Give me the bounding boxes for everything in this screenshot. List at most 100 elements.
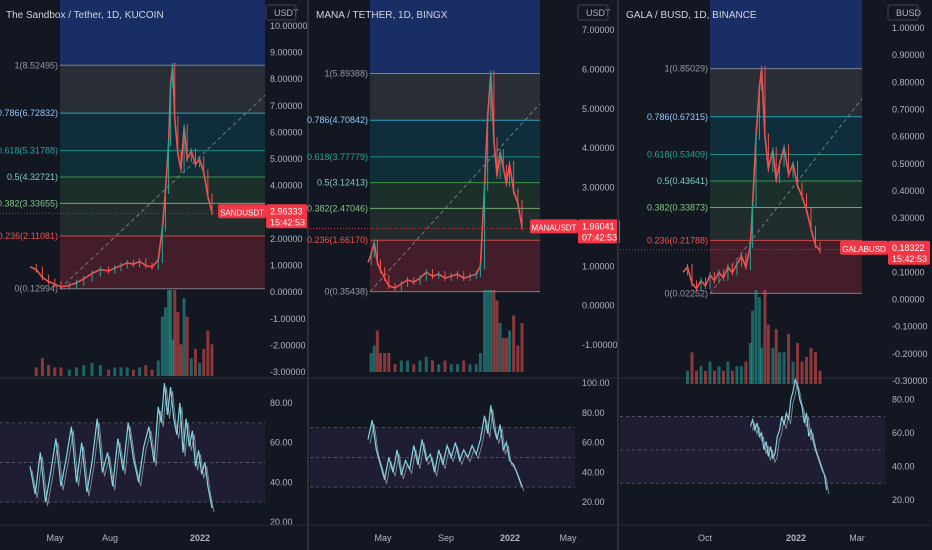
volume-bar xyxy=(113,367,117,376)
fib-zone-4 xyxy=(710,181,862,208)
volume-bar xyxy=(455,364,459,372)
volume-bar xyxy=(486,290,490,372)
price-tick-label: 1.00000 xyxy=(270,261,303,271)
volume-bar xyxy=(703,370,707,384)
fib-zone-3 xyxy=(60,150,265,177)
rsi-tick-label: 80.00 xyxy=(892,395,915,405)
price-tick-label: 7.00000 xyxy=(582,25,615,35)
volume-bar xyxy=(387,353,391,372)
volume-bar xyxy=(512,315,516,372)
volume-bar xyxy=(690,352,694,384)
fib-level-label: 0(0.12994) xyxy=(14,284,58,294)
volume-bar xyxy=(744,361,748,384)
fib-zone-6 xyxy=(370,240,540,292)
price-tick-label: 4.00000 xyxy=(582,143,615,153)
fib-zone-5 xyxy=(710,207,862,241)
volume-bar xyxy=(726,361,730,384)
fib-level-label: 0.382(2.47046) xyxy=(307,203,368,213)
fib-level-label: 0.618(0.53409) xyxy=(647,150,708,160)
volume-bar xyxy=(424,356,428,372)
volume-bar xyxy=(125,367,129,376)
chart-title: MANA / TETHER, 1D, BINGX xyxy=(316,10,448,21)
volume-bar xyxy=(383,353,387,372)
volume-bar xyxy=(75,367,79,376)
volume-bar xyxy=(82,365,86,376)
volume-bar xyxy=(805,356,809,384)
price-tick-label: 6.00000 xyxy=(270,127,303,137)
symbol-badge xyxy=(218,204,266,219)
volume-bar xyxy=(520,323,524,372)
volume-bar xyxy=(173,290,177,376)
rsi-tick-label: 20.00 xyxy=(582,497,605,507)
volume-bar xyxy=(169,290,173,376)
fib-zone-top xyxy=(710,0,862,69)
rsi-tick-label: 20.00 xyxy=(892,495,915,505)
time-tick-label: 2022 xyxy=(190,533,210,543)
volume-bar xyxy=(754,290,758,384)
price-tick-label: 0.50000 xyxy=(892,159,925,169)
volume-bar xyxy=(202,348,206,376)
rsi-tick-label: 40.00 xyxy=(270,477,293,487)
fib-zone-top xyxy=(370,0,540,74)
rsi-tick-label: 20.00 xyxy=(270,517,293,527)
chart-panel-2: 1(5.89388) 0.786(4.70842) 0.618(3.77779) 0.… xyxy=(307,0,620,550)
time-tick-label: Mar xyxy=(849,533,865,543)
rsi-tick-label: 60.00 xyxy=(270,438,293,448)
currency-label: USDT xyxy=(586,8,611,18)
chart-title: GALA / BUSD, 1D, BINANCE xyxy=(626,10,757,21)
chart-panel-3: 1(0.85029) 0.786(0.67315) 0.618(0.53409) 0.… xyxy=(617,0,930,550)
last-price-badge xyxy=(266,204,308,229)
rsi-ma-series xyxy=(751,381,830,495)
volume-bar xyxy=(760,347,764,384)
volume-bar xyxy=(712,370,716,384)
price-tick-label: 6.00000 xyxy=(582,64,615,74)
volume-bar xyxy=(185,316,189,376)
currency-label: USDT xyxy=(274,8,299,18)
price-tick-label: 0.00000 xyxy=(270,287,303,297)
volume-bar xyxy=(163,307,167,376)
time-tick-label: Oct xyxy=(698,533,713,543)
volume-bar xyxy=(495,300,499,372)
volume-bar xyxy=(771,347,775,384)
fib-level-label: 0.618(3.77779) xyxy=(307,152,368,162)
volume-bar xyxy=(516,345,520,372)
volume-bar xyxy=(498,323,502,372)
rsi-tick-label: 80.00 xyxy=(582,408,605,418)
price-series xyxy=(29,65,213,288)
price-tick-label: -3.00000 xyxy=(270,367,306,377)
price-tick-label: -0.20000 xyxy=(892,349,928,359)
volume-bar xyxy=(778,352,782,384)
price-tick-label: 0.00000 xyxy=(582,301,615,311)
rsi-tick-label: 60.00 xyxy=(582,438,605,448)
price-tick-label: -0.30000 xyxy=(892,376,928,386)
chart-title: The Sandbox / Tether, 1D, KUCOIN xyxy=(6,10,164,21)
last-price-value: 0.18322 xyxy=(892,243,925,253)
fib-level-label: 1(5.89388) xyxy=(324,69,368,79)
price-series xyxy=(367,73,523,289)
countdown-value: 15:42:53 xyxy=(892,254,927,264)
volume-bar xyxy=(796,343,800,384)
time-tick-label: May xyxy=(559,533,577,543)
volume-bar xyxy=(735,366,739,384)
rsi-series xyxy=(29,382,213,509)
volume-bar xyxy=(717,366,721,384)
price-tick-label: 8.00000 xyxy=(270,74,303,84)
fib-level-label: 0.618(5.31788) xyxy=(0,146,58,156)
fib-level-label: 1(8.52495) xyxy=(14,60,58,70)
price-tick-label: 0.40000 xyxy=(892,186,925,196)
time-tick-label: 2022 xyxy=(786,533,806,543)
volume-bar xyxy=(378,353,382,372)
volume-bar xyxy=(176,312,180,376)
chart-panel-1: 1(8.52495) 0.786(6.72832) 0.618(5.31788) 0.… xyxy=(0,0,308,543)
volume-bar xyxy=(167,290,171,376)
volume-bar xyxy=(504,338,508,372)
price-tick-label: 1.00000 xyxy=(582,261,615,271)
price-tick-label: 0.00000 xyxy=(892,295,925,305)
rsi-tick-label: 80.00 xyxy=(270,398,293,408)
fib-level-label: 0.5(4.32721) xyxy=(7,172,58,182)
price-tick-label: 0.80000 xyxy=(892,77,925,87)
rsi-tick-label: 40.00 xyxy=(582,467,605,477)
fib-zone-4 xyxy=(370,182,540,209)
volume-bar xyxy=(489,290,493,372)
